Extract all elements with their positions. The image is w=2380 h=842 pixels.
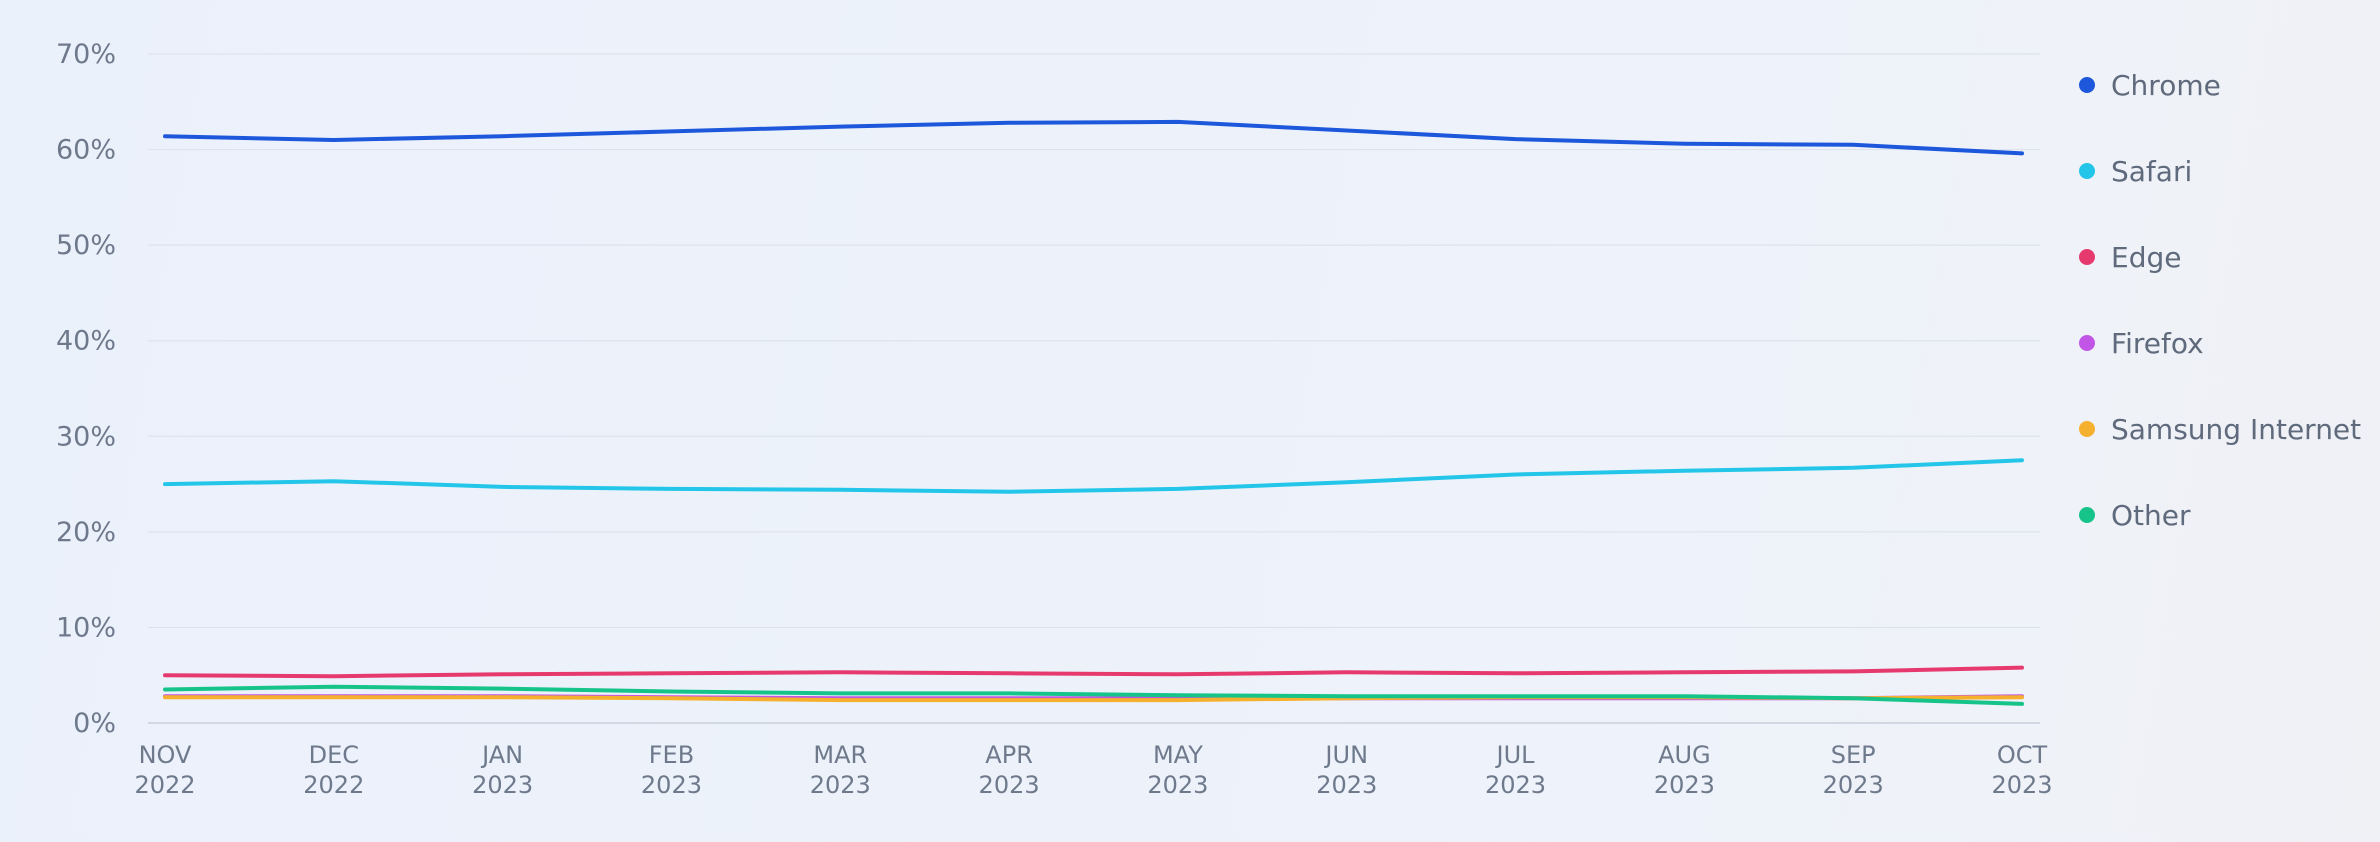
x-tick-label-month: JAN	[480, 741, 523, 769]
legend-label: Firefox	[2111, 327, 2204, 360]
series-line-safari	[163, 458, 2024, 494]
series-lines	[163, 119, 2024, 706]
legend-item-other[interactable]: Other	[2079, 499, 2191, 532]
x-tick-label-year: 2022	[303, 771, 364, 799]
x-tick-label-year: 2023	[1654, 771, 1715, 799]
x-tick-label-month: JUN	[1323, 741, 1368, 769]
x-tick-label-year: 2022	[134, 771, 195, 799]
y-axis: 0% 10% 20% 30% 40% 50% 60% 70%	[56, 39, 116, 739]
gridlines	[148, 53, 2040, 724]
x-tick-label-month: FEB	[649, 741, 694, 769]
legend-label: Edge	[2111, 241, 2181, 274]
x-tick-label-year: 2023	[472, 771, 533, 799]
legend-label: Safari	[2111, 155, 2192, 188]
x-tick-label-year: 2023	[1823, 771, 1884, 799]
x-tick-label-year: 2023	[810, 771, 871, 799]
legend-item-firefox[interactable]: Firefox	[2079, 327, 2204, 360]
series-line-chrome	[163, 119, 2024, 156]
y-tick-label: 40%	[56, 326, 116, 357]
y-tick-label: 10%	[56, 612, 116, 643]
x-tick-label-month: JUL	[1495, 741, 1536, 769]
legend-swatch	[2079, 77, 2095, 93]
y-tick-label: 0%	[73, 708, 116, 739]
y-tick-label: 50%	[56, 230, 116, 261]
x-tick-label-year: 2023	[1316, 771, 1377, 799]
series-line-other	[163, 684, 2024, 706]
legend-item-chrome[interactable]: Chrome	[2079, 69, 2221, 102]
legend-swatch	[2079, 335, 2095, 351]
y-tick-label: 70%	[56, 39, 116, 70]
y-tick-label: 60%	[56, 135, 116, 166]
legend-swatch	[2079, 163, 2095, 179]
legend-label: Chrome	[2111, 69, 2221, 102]
legend-item-edge[interactable]: Edge	[2079, 241, 2181, 274]
x-tick-label-year: 2023	[1485, 771, 1546, 799]
legend-swatch	[2079, 421, 2095, 437]
x-tick-label-month: APR	[985, 741, 1033, 769]
x-tick-label-month: AUG	[1658, 741, 1711, 769]
y-tick-label: 30%	[56, 421, 116, 452]
y-tick-label: 20%	[56, 517, 116, 548]
series-line-edge	[163, 665, 2024, 679]
x-tick-label-year: 2023	[641, 771, 702, 799]
legend-swatch	[2079, 249, 2095, 265]
x-tick-label-year: 2023	[1991, 771, 2052, 799]
legend: Chrome Safari Edge Firefox Samsung Internet O…	[2079, 69, 2361, 532]
x-tick-label-month: MAR	[813, 741, 867, 769]
legend-item-safari[interactable]: Safari	[2079, 155, 2192, 188]
legend-label: Samsung Internet	[2111, 413, 2361, 446]
legend-label: Other	[2111, 499, 2191, 532]
x-tick-label-year: 2023	[1147, 771, 1208, 799]
x-tick-label-month: SEP	[1831, 741, 1876, 769]
x-tick-label-month: MAY	[1153, 741, 1203, 769]
x-tick-label-month: DEC	[309, 741, 359, 769]
legend-swatch	[2079, 507, 2095, 523]
x-tick-label-month: NOV	[139, 741, 192, 769]
legend-item-samsung-internet[interactable]: Samsung Internet	[2079, 413, 2361, 446]
x-tick-label-month: OCT	[1997, 741, 2048, 769]
x-tick-label-year: 2023	[979, 771, 1040, 799]
x-axis: NOV2022DEC2022JAN2023FEB2023MAR2023APR20…	[134, 741, 2052, 799]
